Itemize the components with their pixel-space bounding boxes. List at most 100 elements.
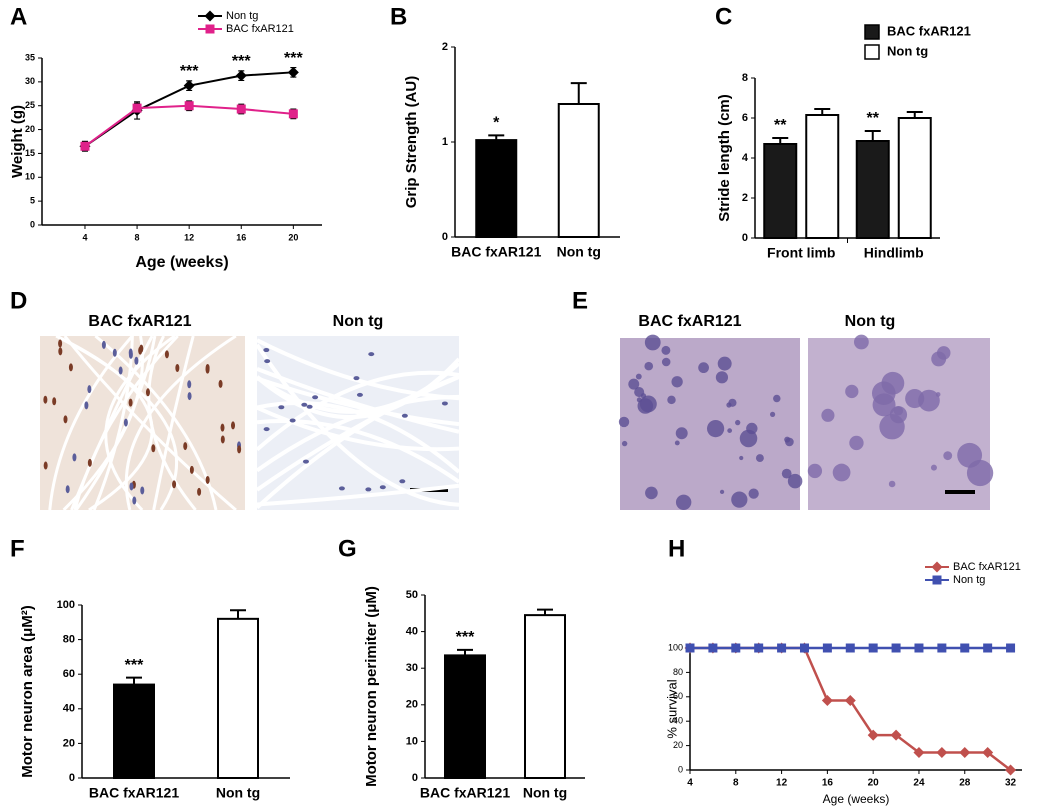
significance: ** — [867, 110, 880, 127]
cell — [735, 419, 741, 426]
cell — [849, 435, 864, 451]
y-tick-label: 6 — [742, 112, 748, 124]
cell-nucleus — [205, 365, 210, 374]
y-tick-label: 0 — [412, 772, 418, 784]
x-tick-label: 24 — [913, 778, 925, 789]
marker — [236, 104, 246, 114]
fiber-border — [256, 376, 460, 427]
cell-nucleus — [401, 413, 408, 418]
marker — [288, 109, 298, 119]
cell-nucleus — [63, 415, 68, 424]
panel-letter: C — [715, 3, 732, 30]
y-axis-label: Grip Strength (AU) — [403, 76, 420, 209]
y-tick-label: 0 — [69, 772, 75, 784]
cell — [706, 420, 725, 438]
cell-nucleus — [306, 404, 313, 409]
cell-nucleus — [187, 392, 192, 401]
cell — [618, 416, 630, 428]
marker — [867, 729, 879, 741]
cell — [667, 395, 676, 405]
cell-nucleus — [379, 485, 386, 490]
cell — [935, 392, 941, 397]
significance: *** — [456, 629, 475, 646]
x-tick-label: 4 — [687, 778, 693, 789]
x-tick-label: Hindlimb — [864, 245, 924, 261]
marker — [799, 643, 809, 653]
cell-nucleus — [312, 395, 319, 400]
marker — [1006, 643, 1016, 653]
legend-label: Non tg — [226, 10, 258, 22]
y-tick-label: 35 — [25, 52, 35, 62]
cell-nucleus — [68, 363, 73, 372]
legend-label: Non tg — [887, 43, 928, 58]
marker — [914, 643, 924, 653]
cell — [943, 451, 953, 461]
marker — [931, 561, 943, 573]
cell-nucleus — [123, 418, 128, 427]
cell-nucleus — [399, 479, 406, 484]
image-label: BAC fxAR121 — [88, 313, 191, 330]
panel-letter: G — [338, 535, 357, 562]
cell-nucleus — [52, 397, 57, 406]
cell-nucleus — [132, 496, 137, 505]
fiber-border — [104, 334, 176, 512]
bar — [113, 683, 155, 780]
cell — [621, 440, 628, 447]
cell — [832, 463, 851, 482]
fiber-border — [152, 335, 195, 511]
panel-letter: D — [10, 287, 27, 314]
cell-nucleus — [365, 487, 372, 492]
legend-label: BAC fxAR121 — [953, 561, 1021, 573]
bar — [475, 139, 518, 239]
x-tick-label: 8 — [733, 778, 739, 789]
bar — [805, 114, 840, 239]
fiber-border — [255, 343, 460, 507]
fiber-border — [256, 338, 460, 401]
y-tick-label: 30 — [25, 76, 35, 86]
cell-nucleus — [187, 380, 192, 389]
x-tick-label: Front limb — [767, 245, 835, 261]
cell — [787, 473, 803, 489]
cell — [889, 406, 908, 424]
error-bar — [126, 676, 142, 685]
cell-nucleus — [237, 445, 242, 454]
x-tick-label: 12 — [776, 778, 788, 789]
x-tick-label: BAC fxAR121 — [420, 785, 510, 801]
y-axis-label: Motor neuron perimiter (μM) — [363, 586, 380, 787]
cell-nucleus — [338, 486, 345, 491]
bar — [557, 103, 600, 238]
cell-nucleus — [218, 379, 223, 388]
x-tick-label: 4 — [82, 232, 87, 242]
cell-nucleus — [302, 459, 309, 464]
cell — [639, 395, 657, 413]
marker — [959, 747, 971, 759]
cell — [728, 398, 737, 407]
cell — [644, 361, 654, 371]
cell-nucleus — [220, 435, 225, 444]
y-tick-label: 5 — [30, 196, 35, 206]
y-tick-label: 40 — [673, 716, 683, 726]
y-tick-label: 100 — [668, 642, 683, 652]
cell-nucleus — [356, 392, 363, 397]
x-tick-label: 20 — [868, 778, 880, 789]
marker — [685, 643, 695, 653]
cell — [698, 362, 709, 374]
significance: *** — [125, 657, 144, 674]
y-axis-label: % survival — [664, 679, 679, 738]
cell — [755, 454, 764, 463]
marker — [937, 643, 947, 653]
marker — [821, 694, 833, 706]
marker — [845, 643, 855, 653]
cell — [872, 393, 896, 417]
marker — [844, 694, 856, 706]
cell — [644, 334, 661, 351]
x-tick-label: 28 — [959, 778, 971, 789]
cell-nucleus — [172, 480, 177, 489]
cell-nucleus — [175, 363, 180, 372]
fiber-border — [94, 334, 218, 511]
cell-nucleus — [441, 401, 448, 406]
cell-nucleus — [43, 461, 48, 470]
marker — [708, 643, 718, 653]
cell — [674, 440, 680, 446]
